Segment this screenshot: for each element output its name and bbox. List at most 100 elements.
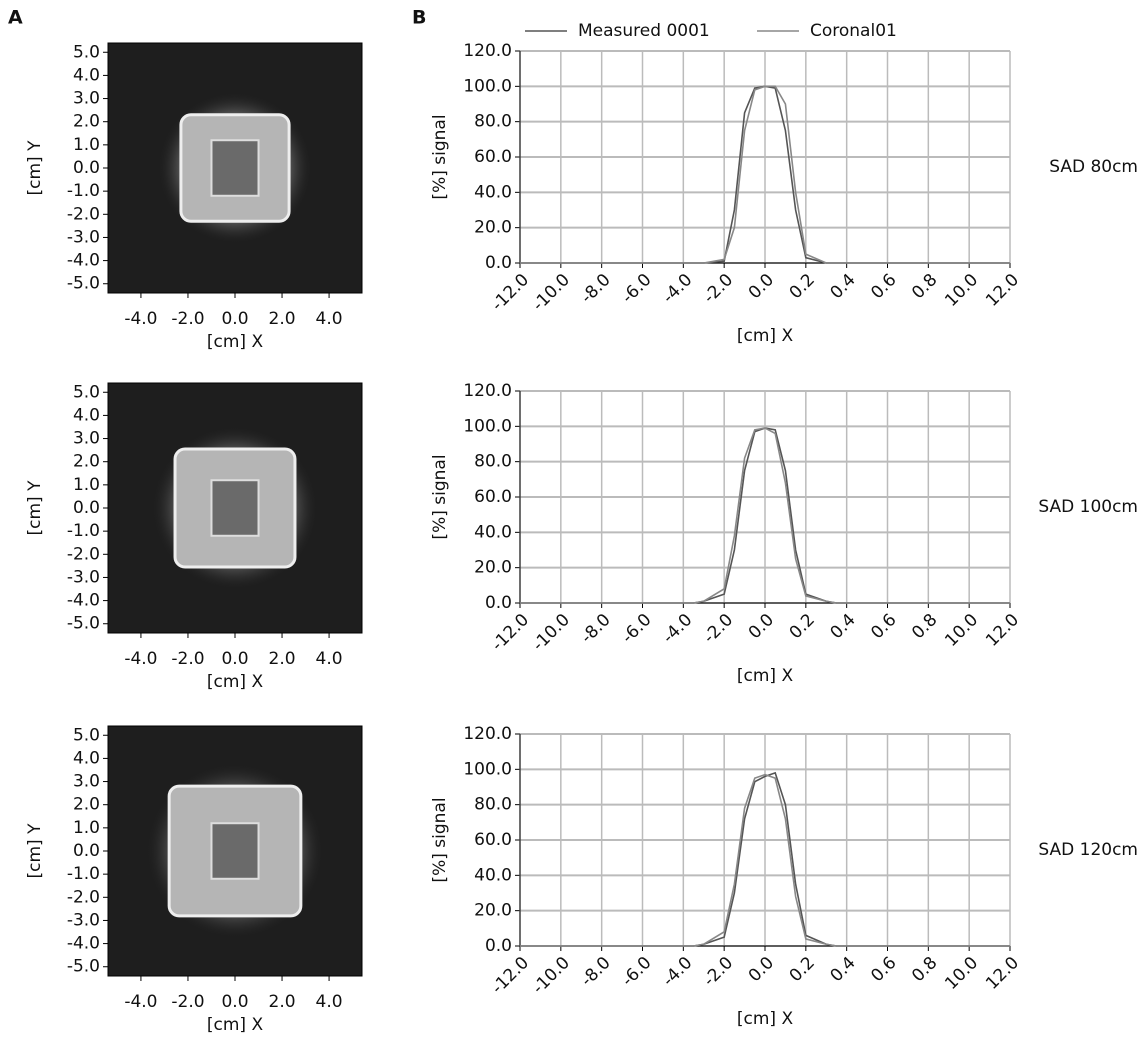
- y-tick-label: -2.0: [67, 887, 100, 907]
- x-tick-label: 0.2: [786, 270, 819, 303]
- y-tick-label: -2.0: [67, 204, 100, 224]
- x-tick-label: 0.4: [826, 270, 859, 303]
- y-tick-label: 0.0: [485, 593, 512, 613]
- x-tick-label: 10.0: [941, 270, 982, 311]
- x-axis-label: [cm] X: [207, 332, 264, 352]
- y-tick-label: 80.0: [474, 452, 512, 472]
- y-tick-label: 3.0: [73, 429, 100, 449]
- y-tick-label: 5.0: [73, 725, 100, 745]
- y-tick-label: 0.0: [485, 253, 512, 273]
- x-tick-label: -4.0: [659, 610, 697, 648]
- y-tick-label: 60.0: [474, 147, 512, 167]
- x-tick-label: 2.0: [269, 309, 296, 329]
- y-tick-label: 3.0: [73, 89, 100, 109]
- y-tick-label: 120.0: [463, 41, 512, 61]
- y-tick-label: 1.0: [73, 475, 100, 495]
- x-tick-label: 4.0: [316, 309, 343, 329]
- y-tick-label: 0.0: [485, 936, 512, 956]
- x-tick-label: 0.0: [221, 309, 248, 329]
- x-tick-label: 0.6: [867, 270, 900, 303]
- y-tick-label: 0.0: [73, 158, 100, 178]
- x-axis-label: [cm] X: [737, 1009, 794, 1029]
- x-tick-label: 0.4: [826, 953, 859, 986]
- y-tick-label: 120.0: [463, 724, 512, 744]
- y-tick-label: 100.0: [463, 76, 512, 96]
- x-tick-label: -10.0: [529, 270, 574, 315]
- x-tick-label: 12.0: [982, 953, 1023, 994]
- y-tick-label: 2.0: [73, 795, 100, 815]
- y-tick-label: -3.0: [67, 910, 100, 930]
- y-tick-label: 40.0: [474, 865, 512, 885]
- x-axis-label: [cm] X: [737, 666, 794, 686]
- x-tick-label: 0.2: [786, 953, 819, 986]
- x-tick-label: 0.6: [867, 953, 900, 986]
- annotation: SAD 80cm: [1049, 157, 1138, 177]
- y-tick-label: -4.0: [67, 934, 100, 954]
- x-tick-label: -12.0: [488, 953, 533, 998]
- x-tick-label: -6.0: [618, 270, 656, 308]
- x-tick-label: -2.0: [700, 953, 738, 991]
- x-tick-label: 10.0: [941, 610, 982, 651]
- x-tick-label: 0.2: [786, 610, 819, 643]
- x-tick-label: 0.0: [221, 649, 248, 669]
- x-tick-label: 0.0: [745, 270, 778, 303]
- y-tick-label: 120.0: [463, 381, 512, 401]
- y-tick-label: -5.0: [67, 957, 100, 977]
- y-tick-label: -4.0: [67, 251, 100, 271]
- image-detail: [210, 139, 260, 197]
- x-tick-label: 0.0: [221, 992, 248, 1012]
- y-tick-label: -1.0: [67, 521, 100, 541]
- annotation: SAD 100cm: [1038, 497, 1138, 517]
- series-line: [520, 427, 1010, 604]
- y-tick-label: -3.0: [67, 567, 100, 587]
- x-tick-label: -4.0: [124, 992, 157, 1012]
- x-tick-label: -4.0: [659, 953, 697, 991]
- x-tick-label: 0.8: [908, 953, 941, 986]
- x-tick-label: -4.0: [124, 309, 157, 329]
- x-tick-label: -4.0: [124, 649, 157, 669]
- x-tick-label: -4.0: [659, 270, 697, 308]
- y-tick-label: -2.0: [67, 544, 100, 564]
- y-tick-label: 20.0: [474, 558, 512, 578]
- y-tick-label: 4.0: [73, 65, 100, 85]
- y-tick-label: 40.0: [474, 182, 512, 202]
- y-tick-label: 3.0: [73, 772, 100, 792]
- image-detail: [210, 822, 260, 880]
- x-tick-label: -12.0: [488, 270, 533, 315]
- y-tick-label: 5.0: [73, 42, 100, 62]
- y-tick-label: -5.0: [67, 274, 100, 294]
- y-tick-label: -5.0: [67, 614, 100, 634]
- y-tick-label: 0.0: [73, 498, 100, 518]
- y-tick-label: 100.0: [463, 416, 512, 436]
- x-tick-label: 4.0: [316, 649, 343, 669]
- x-tick-label: -10.0: [529, 610, 574, 655]
- x-axis-label: [cm] X: [207, 1015, 264, 1035]
- y-tick-label: 0.0: [73, 841, 100, 861]
- y-axis-label: [%] signal: [430, 114, 450, 199]
- y-tick-label: 80.0: [474, 795, 512, 815]
- y-tick-label: 100.0: [463, 759, 512, 779]
- x-tick-label: 2.0: [269, 649, 296, 669]
- x-tick-label: 12.0: [982, 610, 1023, 651]
- y-tick-label: 2.0: [73, 112, 100, 132]
- x-tick-label: 0.8: [908, 270, 941, 303]
- x-tick-label: -6.0: [618, 610, 656, 648]
- x-tick-label: -2.0: [700, 610, 738, 648]
- x-tick-label: -12.0: [488, 610, 533, 655]
- y-tick-label: -4.0: [67, 591, 100, 611]
- y-axis-label: [cm] Y: [25, 823, 45, 879]
- x-tick-label: 10.0: [941, 953, 982, 994]
- y-axis-label: [cm] Y: [25, 480, 45, 536]
- series-line: [520, 771, 1010, 947]
- legend-label: Measured 0001: [578, 21, 710, 41]
- x-tick-label: -2.0: [700, 270, 738, 308]
- y-tick-label: 5.0: [73, 382, 100, 402]
- x-tick-label: 0.0: [745, 953, 778, 986]
- x-tick-label: -2.0: [171, 992, 204, 1012]
- series-line: [520, 773, 1010, 947]
- x-tick-label: -6.0: [618, 953, 656, 991]
- panel-label: A: [8, 7, 23, 29]
- y-tick-label: 60.0: [474, 487, 512, 507]
- y-tick-label: 40.0: [474, 522, 512, 542]
